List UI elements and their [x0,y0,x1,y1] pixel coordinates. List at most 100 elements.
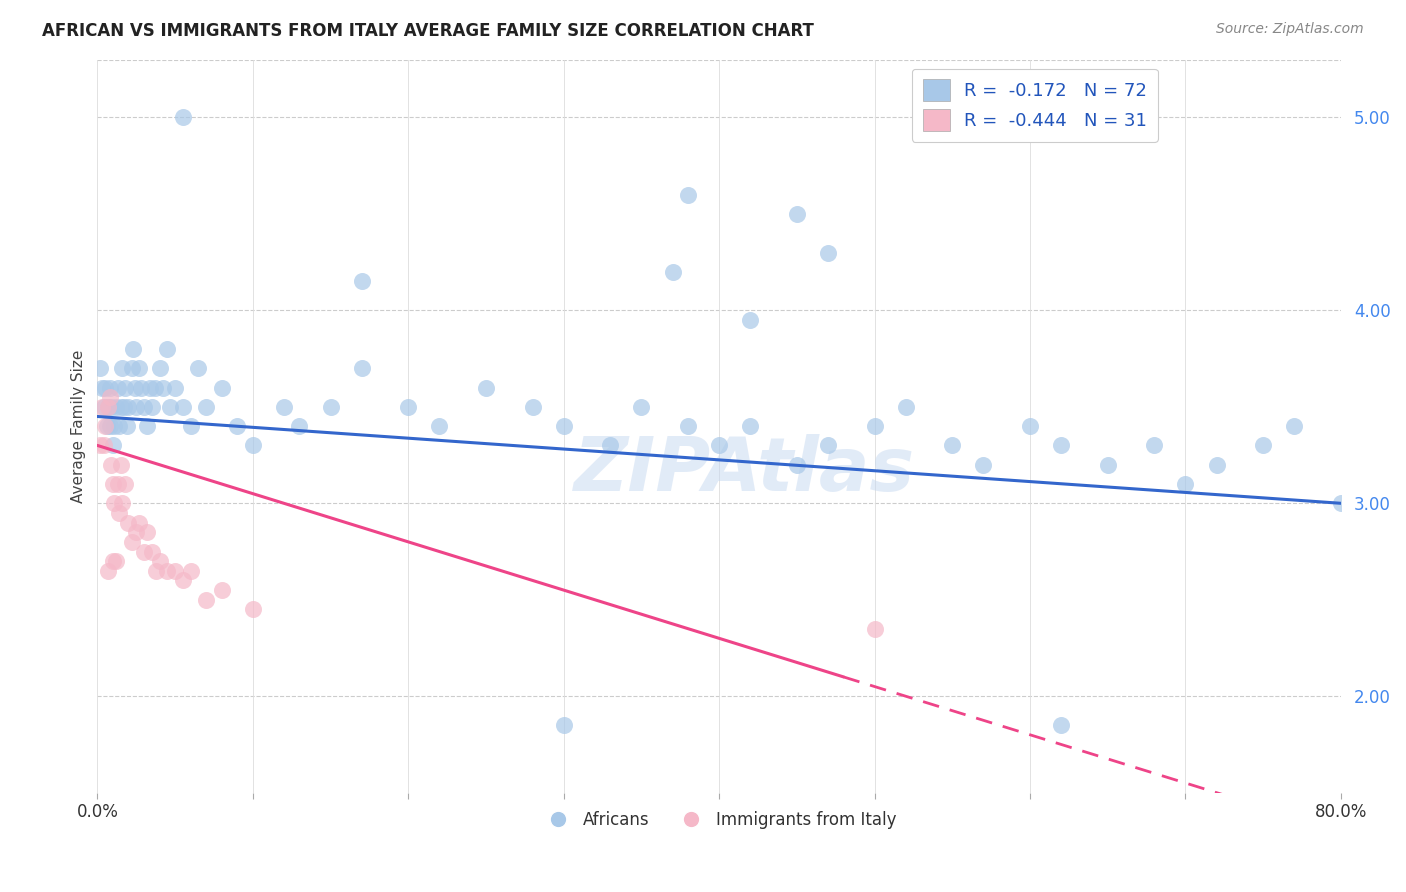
Y-axis label: Average Family Size: Average Family Size [72,350,86,503]
Point [319,400,342,414]
Point [148,361,170,376]
Point [273,400,295,414]
Point [396,400,419,414]
Point [180,564,202,578]
Point [91,400,114,414]
Point [141,400,163,414]
Point [97,400,120,414]
Point [172,400,194,414]
Point [136,419,159,434]
Point [156,342,179,356]
Point [156,564,179,578]
Point [112,400,135,414]
Text: AFRICAN VS IMMIGRANTS FROM ITALY AVERAGE FAMILY SIZE CORRELATION CHART: AFRICAN VS IMMIGRANTS FROM ITALY AVERAGE… [42,22,814,40]
Point [1050,718,1073,732]
Point [125,400,148,414]
Point [111,361,134,376]
Point [136,525,159,540]
Point [676,187,699,202]
Point [553,419,575,434]
Point [98,380,121,394]
Point [941,438,963,452]
Point [98,390,121,404]
Point [117,400,139,414]
Point [817,438,839,452]
Text: ZIPAtlas: ZIPAtlas [574,434,914,507]
Point [165,564,187,578]
Point [94,419,117,434]
Point [91,380,114,394]
Point [145,564,167,578]
Point [1251,438,1274,452]
Point [350,275,373,289]
Point [121,534,143,549]
Point [128,516,150,530]
Point [100,400,122,414]
Point [211,583,233,598]
Point [740,313,762,327]
Point [148,554,170,568]
Point [132,400,155,414]
Point [125,525,148,540]
Point [1097,458,1119,472]
Point [187,361,209,376]
Point [117,516,139,530]
Point [630,400,652,414]
Point [108,506,131,520]
Point [553,718,575,732]
Point [122,342,145,356]
Point [242,438,264,452]
Point [1143,438,1166,452]
Point [105,554,128,568]
Point [195,400,218,414]
Point [115,419,138,434]
Point [165,380,187,394]
Point [96,419,118,434]
Point [1284,419,1306,434]
Point [159,400,181,414]
Point [94,380,117,394]
Point [103,419,125,434]
Point [522,400,544,414]
Point [93,438,115,452]
Point [101,477,124,491]
Point [129,380,152,394]
Point [180,419,202,434]
Point [101,554,124,568]
Point [195,592,218,607]
Point [740,419,762,434]
Point [817,245,839,260]
Point [108,419,131,434]
Point [172,111,194,125]
Point [242,602,264,616]
Point [863,622,886,636]
Point [110,458,132,472]
Point [139,380,162,394]
Point [786,207,808,221]
Point [110,400,132,414]
Point [107,380,129,394]
Point [103,496,125,510]
Point [105,400,128,414]
Point [1050,438,1073,452]
Point [128,361,150,376]
Point [226,419,249,434]
Point [1019,419,1042,434]
Point [972,458,994,472]
Point [107,477,129,491]
Point [863,419,886,434]
Point [114,380,136,394]
Point [89,438,111,452]
Point [894,400,917,414]
Point [350,361,373,376]
Point [152,380,174,394]
Point [121,361,143,376]
Point [101,438,124,452]
Point [1330,496,1353,510]
Point [707,438,730,452]
Point [98,419,121,434]
Legend: Africans, Immigrants from Italy: Africans, Immigrants from Italy [534,805,904,836]
Point [427,419,450,434]
Point [111,496,134,510]
Point [172,574,194,588]
